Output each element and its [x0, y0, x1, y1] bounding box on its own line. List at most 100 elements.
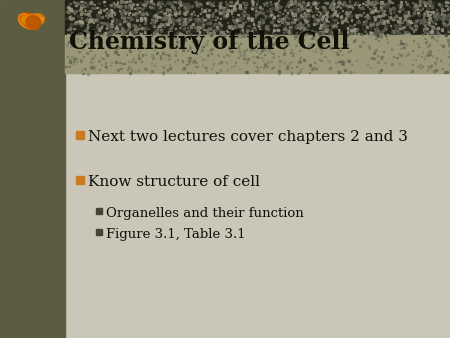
Bar: [447, 27, 448, 28]
Bar: [340, 2, 341, 3]
Bar: [233, 5, 235, 7]
Bar: [285, 29, 286, 30]
Bar: [197, 26, 199, 28]
Bar: [341, 61, 342, 62]
Bar: [298, 4, 299, 5]
Bar: [119, 62, 120, 63]
Bar: [255, 10, 256, 12]
Bar: [159, 16, 160, 17]
Bar: [422, 8, 423, 9]
Bar: [119, 23, 121, 25]
Bar: [284, 9, 286, 11]
Bar: [440, 34, 441, 35]
Bar: [326, 29, 328, 31]
Bar: [179, 35, 180, 37]
Bar: [319, 34, 320, 37]
Bar: [70, 62, 71, 63]
Bar: [116, 19, 117, 20]
Bar: [129, 31, 130, 32]
Bar: [368, 16, 369, 17]
Bar: [161, 34, 162, 37]
Bar: [208, 32, 209, 34]
Bar: [440, 5, 442, 7]
Bar: [227, 69, 228, 70]
Bar: [414, 3, 416, 6]
Bar: [365, 14, 368, 16]
Bar: [65, 11, 66, 12]
Bar: [184, 13, 186, 15]
Bar: [294, 35, 297, 37]
Bar: [130, 7, 132, 9]
Bar: [297, 3, 300, 5]
Bar: [383, 6, 384, 7]
Bar: [163, 66, 164, 68]
Bar: [135, 24, 136, 25]
Bar: [171, 38, 172, 39]
Bar: [121, 16, 122, 17]
Bar: [387, 22, 389, 23]
Bar: [316, 68, 317, 69]
Bar: [172, 23, 174, 24]
Bar: [169, 43, 170, 44]
Bar: [97, 37, 98, 38]
Bar: [240, 17, 242, 18]
Bar: [435, 23, 436, 24]
Bar: [316, 8, 317, 9]
Bar: [285, 21, 286, 22]
Bar: [236, 42, 237, 43]
Bar: [164, 16, 166, 18]
Bar: [213, 5, 214, 6]
Bar: [286, 29, 288, 31]
Bar: [175, 1, 176, 3]
Bar: [76, 176, 84, 184]
Bar: [299, 22, 301, 24]
Bar: [265, 49, 266, 50]
Bar: [311, 45, 312, 46]
Bar: [175, 37, 176, 39]
Bar: [430, 67, 431, 68]
Bar: [270, 1, 271, 2]
Bar: [432, 21, 434, 23]
Bar: [313, 67, 315, 69]
Bar: [190, 13, 192, 15]
Bar: [384, 25, 387, 27]
Bar: [194, 44, 196, 45]
Bar: [236, 1, 238, 2]
Bar: [139, 11, 140, 13]
Bar: [92, 3, 93, 4]
Bar: [295, 25, 296, 26]
Bar: [65, 35, 450, 73]
Bar: [141, 27, 143, 29]
Bar: [392, 19, 394, 20]
Bar: [161, 47, 162, 48]
Bar: [108, 46, 110, 48]
Bar: [89, 37, 90, 38]
Bar: [226, 9, 229, 11]
Bar: [387, 6, 389, 8]
Bar: [444, 18, 445, 20]
Bar: [187, 18, 188, 19]
Bar: [242, 25, 243, 27]
Bar: [162, 71, 164, 72]
Bar: [75, 34, 76, 35]
Bar: [198, 26, 200, 28]
Bar: [347, 61, 348, 62]
Bar: [287, 12, 288, 13]
Bar: [346, 12, 347, 14]
Bar: [87, 34, 90, 36]
Bar: [444, 23, 446, 25]
Bar: [178, 11, 180, 14]
Bar: [378, 33, 380, 35]
Bar: [167, 23, 169, 25]
Bar: [400, 27, 401, 29]
Bar: [122, 18, 125, 20]
Bar: [442, 18, 444, 20]
Bar: [267, 66, 268, 67]
Bar: [377, 37, 378, 38]
Bar: [300, 24, 302, 27]
Bar: [316, 14, 317, 15]
Bar: [251, 34, 252, 35]
Bar: [112, 2, 113, 3]
Bar: [130, 7, 131, 8]
Bar: [230, 25, 232, 28]
